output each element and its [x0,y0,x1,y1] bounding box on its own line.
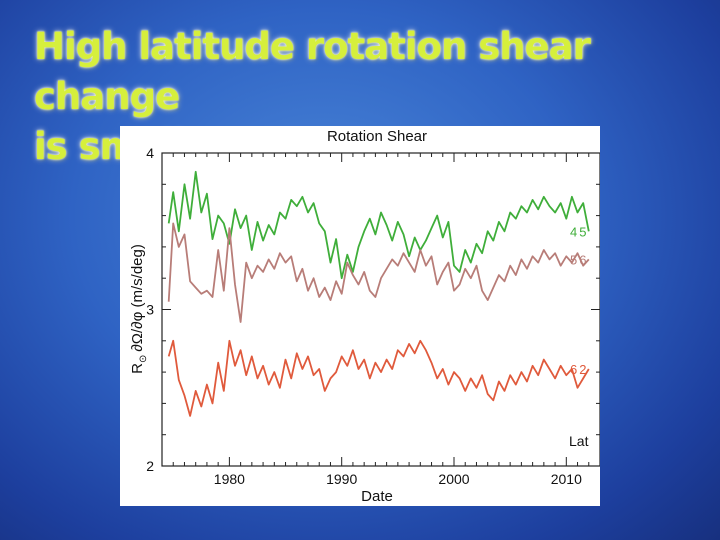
y-axis-label: R⊙ ∂Ω/∂φ (m/s/deg) [129,244,149,374]
series-label-62: 62 [570,362,588,377]
series-label-56: 56 [570,252,588,267]
y-tick-label-3: 3 [146,302,154,318]
series-labels: 45 56 62 [570,224,588,377]
legend-title: Lat [569,433,589,449]
series-label-45: 45 [570,224,588,239]
series-line-45 [167,170,590,280]
svg-text:R⊙∂Ω/∂φ (m/s/deg): R⊙ ∂Ω/∂φ (m/s/deg) [129,244,149,374]
y-axis-label-main: R [129,363,146,374]
series-line-62 [167,339,590,417]
slide-title-line-1: High latitude rotation shear change [34,25,591,118]
y-tick-label-4: 4 [146,145,154,161]
y-axis-label-sub: ⊙ [138,355,149,363]
y-tick-label-2: 2 [146,458,154,474]
slide-title: High latitude rotation shear change is s… [34,22,694,172]
axis-ticks: 1980 1990 2000 2010 2 3 4 [146,145,600,487]
chart-title: Rotation Shear [327,128,427,145]
plot-frame [161,152,600,467]
x-axis-label: Date [361,488,393,505]
series-line-56 [167,222,590,323]
x-tick-label-2000: 2000 [438,471,469,487]
series-lines [167,170,590,417]
x-tick-label-1990: 1990 [326,471,357,487]
x-tick-label-2010: 2010 [551,471,582,487]
chart-figure: Rotation Shear 1980 1990 2000 2010 2 3 4 45 56 6… [120,126,600,506]
y-axis-label-rest: ∂Ω/∂φ (m/s/deg) [129,244,146,351]
x-tick-label-1980: 1980 [214,471,245,487]
